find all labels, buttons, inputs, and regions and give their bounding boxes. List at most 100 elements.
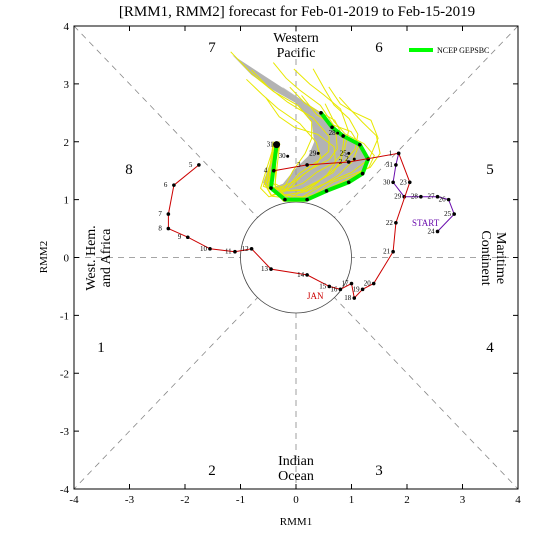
forecast-day-label: 25 <box>340 149 348 157</box>
legend: NCEP GEPSBC <box>409 46 489 55</box>
ensemble-mean-point <box>360 171 365 176</box>
x-tick-label: 1 <box>349 494 355 506</box>
ensemble-mean-point <box>273 141 281 149</box>
ensemble-mean-point <box>269 186 273 190</box>
observed-track-point <box>272 168 276 173</box>
observed-track-point <box>394 220 398 225</box>
y-tick-label: 2 <box>64 137 70 149</box>
observed-track-label: 17 <box>342 280 350 288</box>
ensemble-member-line <box>268 68 350 191</box>
x-tick-label: -1 <box>236 494 245 506</box>
recent-track-label: 25 <box>444 210 452 218</box>
ensemble-mean-point <box>358 142 362 147</box>
region-maritime-line2: Continent <box>478 230 493 285</box>
phase-label-7: 7 <box>208 40 216 56</box>
recent-track-point <box>446 197 451 202</box>
observed-track-point <box>233 249 237 254</box>
observed-track-label: 11 <box>225 248 232 256</box>
x-tick-label: -4 <box>69 494 79 506</box>
forecast-day-point <box>347 151 351 155</box>
ensemble-mean-label: 31 <box>267 141 275 149</box>
recent-track-point <box>419 194 423 199</box>
observed-track-point <box>197 163 201 167</box>
observed-track-point <box>407 180 412 185</box>
observed-track-label: 6 <box>164 181 168 189</box>
recent-track-point <box>391 180 395 185</box>
observed-track-point <box>346 160 351 164</box>
observed-track-point <box>349 281 354 286</box>
phase-label-3: 3 <box>375 463 383 479</box>
y-tick-label: -1 <box>60 310 69 322</box>
observed-track-point <box>338 287 343 292</box>
observed-track-label: 16 <box>330 285 338 293</box>
observed-track-label: 14 <box>297 271 305 279</box>
track-connector <box>395 153 400 166</box>
phase-label-6: 6 <box>375 40 383 56</box>
y-tick-label: 1 <box>64 195 70 207</box>
observed-track-label: 10 <box>200 245 208 253</box>
chart-title: [RMM1, RMM2] forecast for Feb-01-2019 to… <box>119 4 475 20</box>
recent-track-label: 26 <box>439 196 447 204</box>
ensemble-mean-point <box>330 125 334 130</box>
phase-label-5: 5 <box>486 162 494 178</box>
recent-track-point <box>435 229 440 234</box>
region-indian-ocean-line1: Indian <box>278 454 314 469</box>
observed-track-label: 4 <box>264 167 268 175</box>
y-axis-label: RMM2 <box>38 241 50 273</box>
phase-label-4: 4 <box>486 340 494 356</box>
ensemble-inner-envelope <box>267 86 369 200</box>
recent-track-point <box>435 194 440 199</box>
ensemble-plume: 31 30 29 225 28 <box>230 51 381 202</box>
start-label: START <box>412 218 440 228</box>
phase-label-8: 8 <box>125 162 133 178</box>
observed-track-point <box>305 163 309 167</box>
observed-track-point <box>371 281 376 286</box>
observed-track-label: 8 <box>158 225 162 233</box>
observed-track-label: 1 <box>389 149 393 157</box>
observed-track-point <box>166 212 171 216</box>
forecast-day-label: 30 <box>279 152 287 160</box>
recent-track-label: 28 <box>411 193 419 201</box>
x-tick-label: 0 <box>293 494 299 506</box>
region-west-hem-line2: and Africa <box>99 228 114 287</box>
forecast-day-label: 29 <box>309 149 317 157</box>
observed-track-point <box>208 247 212 251</box>
ensemble-mean-line <box>269 111 371 202</box>
observed-track-label: 21 <box>383 248 391 256</box>
y-tick-label: 4 <box>64 21 70 33</box>
observed-track-point <box>305 273 309 277</box>
x-axis-label: RMM1 <box>280 516 312 528</box>
forecast-day-point <box>336 131 340 135</box>
x-tick-label: 2 <box>404 494 410 506</box>
ensemble-member-line <box>263 97 337 199</box>
recent-track-label: 30 <box>383 178 391 186</box>
region-maritime-line1: Maritime <box>493 232 508 284</box>
region-western-pacific-line1: Western <box>273 31 319 46</box>
y-tick-label: 0 <box>64 253 70 265</box>
observed-track-label: 12 <box>242 245 250 253</box>
phase-label-1: 1 <box>97 340 105 356</box>
recent-track-label: 31 <box>386 161 394 169</box>
observed-track-point <box>352 296 357 300</box>
observed-track-label: 7 <box>158 210 162 218</box>
region-west-hem-line1: West. Hem. <box>84 225 99 290</box>
observed-track-label: 22 <box>386 219 394 227</box>
forecast-day-point <box>316 151 320 155</box>
observed-track-point <box>327 284 332 289</box>
x-tick-label: -2 <box>180 494 189 506</box>
x-tick-label: 3 <box>460 494 466 506</box>
recent-track-line <box>392 164 455 232</box>
observed-track-label: 9 <box>178 233 182 241</box>
observed-track-label: 15 <box>319 282 327 290</box>
phase-label-2: 2 <box>208 463 216 479</box>
unit-circle <box>240 201 352 314</box>
ensemble-mean-point <box>341 134 345 138</box>
recent-track-point <box>452 212 456 216</box>
ensemble-member-line <box>266 86 345 192</box>
y-tick-label: -3 <box>60 426 70 438</box>
observed-track-point <box>269 267 273 271</box>
observed-track-label: 13 <box>261 265 269 273</box>
ensemble-mean-point <box>283 197 287 202</box>
observed-track-label: 2 <box>339 158 343 166</box>
